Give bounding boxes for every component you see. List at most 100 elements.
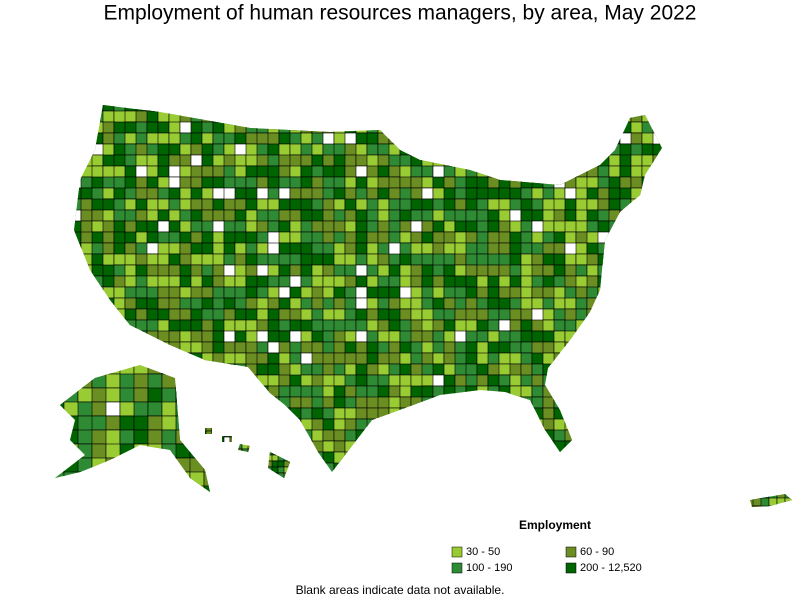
map-region <box>74 242 82 255</box>
map-region <box>212 385 225 409</box>
map-region <box>323 474 345 496</box>
map-region <box>652 330 662 343</box>
map-region <box>664 375 686 397</box>
map-region <box>586 110 610 134</box>
map-region <box>344 396 357 409</box>
map-region <box>664 254 686 265</box>
map-region <box>223 105 236 112</box>
map-region <box>102 462 126 472</box>
map-region <box>135 341 148 365</box>
map-region <box>248 479 254 485</box>
map-region <box>630 374 654 398</box>
map-region <box>652 105 662 112</box>
map-region <box>608 385 621 398</box>
map-region <box>664 276 686 287</box>
map-region <box>201 385 214 409</box>
map-region <box>564 132 577 145</box>
map-region <box>265 436 279 444</box>
map-region <box>466 474 488 496</box>
map-region <box>265 466 273 478</box>
map-region <box>476 374 489 387</box>
map-region <box>80 352 104 376</box>
map-region <box>454 462 467 472</box>
map-region <box>113 330 126 343</box>
map-region <box>520 418 533 442</box>
map-region <box>63 471 79 487</box>
map-region <box>223 442 231 450</box>
map-region <box>652 264 662 288</box>
map-region <box>454 451 467 464</box>
map-region <box>113 352 137 365</box>
map-region <box>135 308 148 321</box>
map-region <box>553 330 566 343</box>
map-region <box>586 462 610 472</box>
map-region <box>641 319 662 332</box>
map-region <box>124 330 148 354</box>
map-region <box>245 105 258 123</box>
map-region <box>399 105 423 112</box>
map-region <box>278 165 291 178</box>
map-region <box>553 154 566 178</box>
map-region <box>355 242 368 255</box>
map-region <box>509 451 522 472</box>
map-region <box>279 474 290 496</box>
map-region <box>278 374 291 387</box>
map-region <box>265 430 273 438</box>
map-region <box>630 330 643 343</box>
map-region <box>80 105 104 112</box>
legend-swatch <box>451 546 463 558</box>
map-region <box>465 132 478 145</box>
map-region <box>421 132 434 145</box>
map-region <box>245 209 258 222</box>
map-region <box>608 253 621 266</box>
map-region <box>300 462 324 472</box>
map-region <box>619 264 632 277</box>
map-region <box>355 253 368 266</box>
map-region <box>575 374 599 387</box>
map-region <box>235 472 243 478</box>
map-region <box>586 286 599 299</box>
map-region <box>630 451 654 472</box>
map-region <box>74 110 82 123</box>
map-region <box>608 330 632 354</box>
map-region <box>410 451 423 472</box>
map-region <box>290 474 312 496</box>
map-region <box>608 308 632 321</box>
map-region <box>509 429 533 442</box>
map-region <box>253 430 267 444</box>
map-region <box>630 418 654 442</box>
map-region <box>575 330 599 343</box>
map-region <box>223 448 231 462</box>
map-region <box>235 460 243 468</box>
map-region <box>267 407 291 420</box>
map-region <box>597 429 621 442</box>
map-region <box>135 198 148 211</box>
map-region <box>271 430 285 438</box>
map-region <box>203 387 210 417</box>
map-region <box>229 460 237 468</box>
map-region <box>272 479 284 491</box>
map-region <box>477 474 488 485</box>
map-region <box>520 253 533 266</box>
map-region <box>253 466 261 474</box>
map-region <box>619 396 643 409</box>
map-region <box>105 457 121 487</box>
map-region <box>399 407 412 431</box>
map-region <box>223 451 247 472</box>
map-region <box>300 451 324 472</box>
map-region <box>443 105 456 112</box>
map-region <box>259 436 267 450</box>
map-region <box>652 176 662 200</box>
map-region <box>664 111 686 122</box>
map-region <box>201 407 214 431</box>
map-region <box>652 220 662 233</box>
map-region <box>432 264 445 277</box>
map-region <box>652 253 662 277</box>
map-region <box>664 298 675 320</box>
map-region <box>234 352 247 365</box>
map-region <box>619 308 643 332</box>
map-region <box>175 443 191 459</box>
map-region <box>608 451 621 472</box>
map-region <box>311 341 324 354</box>
